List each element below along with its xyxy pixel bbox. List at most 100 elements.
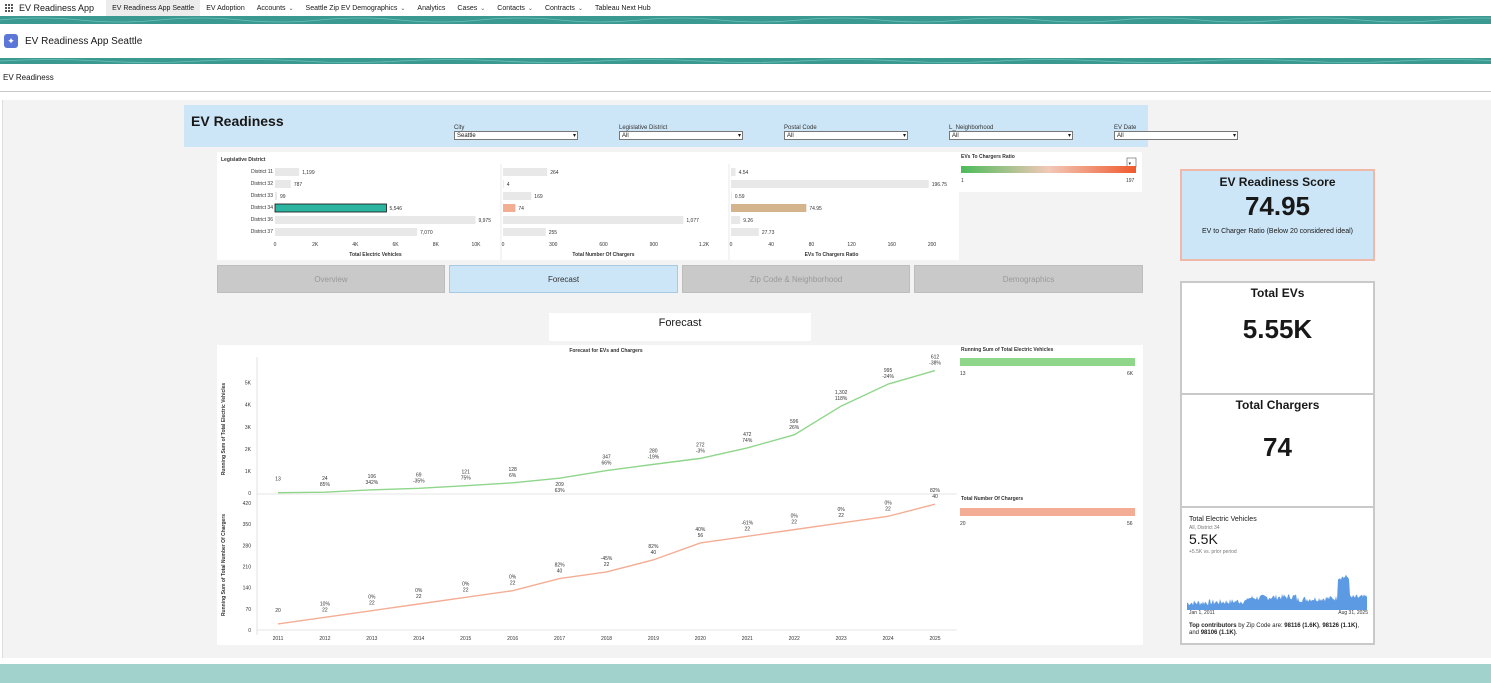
point-label: 22 bbox=[838, 513, 844, 519]
district-bar[interactable] bbox=[731, 216, 741, 224]
tab-overview[interactable]: Overview bbox=[217, 265, 445, 293]
x-tick-label: 2022 bbox=[789, 636, 800, 642]
point-label: 22 bbox=[791, 520, 797, 526]
chevron-down-icon[interactable]: ⌄ bbox=[527, 5, 533, 12]
spark-subtitle: All, District 34 bbox=[1189, 525, 1220, 531]
district-bar[interactable] bbox=[503, 228, 546, 236]
point-label: 0% bbox=[791, 514, 799, 520]
filter-label: L_Neighborhood bbox=[949, 125, 994, 131]
district-bar[interactable] bbox=[503, 216, 684, 224]
filter-value: All bbox=[952, 133, 959, 139]
tab-label: Zip Code & Neighborhood bbox=[749, 274, 843, 284]
nav-item-accounts[interactable]: Accounts ⌄ bbox=[251, 0, 300, 16]
chevron-down-icon[interactable]: ⌄ bbox=[480, 5, 486, 12]
bar-value-label: 27.73 bbox=[762, 230, 775, 236]
axis-tick-label: 120 bbox=[847, 242, 856, 248]
district-bar[interactable] bbox=[274, 203, 387, 213]
ev-forecast-line[interactable] bbox=[277, 369, 936, 494]
point-label: 63% bbox=[555, 488, 566, 494]
nav-item-analytics[interactable]: Analytics bbox=[411, 0, 451, 16]
district-bar[interactable] bbox=[731, 228, 759, 236]
point-label: 596 bbox=[790, 419, 799, 425]
filter-city-select[interactable]: Seattle ▾ bbox=[454, 131, 578, 140]
tab-ev-readiness[interactable]: EV Readiness bbox=[3, 73, 54, 82]
point-label: 22 bbox=[745, 526, 751, 532]
nav-item-cases[interactable]: Cases ⌄ bbox=[451, 0, 491, 16]
district-bar[interactable] bbox=[275, 192, 277, 200]
district-bar[interactable] bbox=[503, 192, 532, 200]
filter-label: City bbox=[454, 125, 465, 131]
filter-ev-date: EV Date All ▾ bbox=[1114, 125, 1239, 140]
district-bar[interactable] bbox=[275, 180, 291, 188]
district-bar[interactable] bbox=[503, 180, 504, 188]
point-label: 6% bbox=[509, 473, 517, 479]
district-bar[interactable] bbox=[503, 204, 516, 212]
district-bar[interactable] bbox=[275, 228, 418, 236]
forecast-section-title: Forecast bbox=[549, 313, 811, 341]
chevron-down-icon[interactable]: ⌄ bbox=[288, 5, 294, 12]
kpi-total-chargers: Total Chargers 74 bbox=[1180, 393, 1375, 513]
chargers-forecast-line[interactable] bbox=[277, 503, 936, 625]
chevron-down-icon: ▾ bbox=[1232, 133, 1236, 139]
district-bar[interactable] bbox=[503, 168, 548, 176]
filter-value: All bbox=[622, 133, 629, 139]
filter-value: All bbox=[1117, 133, 1124, 139]
nav-item-contacts[interactable]: Contacts ⌄ bbox=[491, 0, 539, 16]
nav-item-tableau-next-hub[interactable]: Tableau Next Hub bbox=[589, 0, 657, 16]
x-tick-label: 2015 bbox=[460, 636, 471, 642]
nav-item-label: Contracts bbox=[544, 4, 575, 12]
tab-demographics[interactable]: Demographics bbox=[914, 265, 1143, 293]
filter-label: EV Date bbox=[1114, 125, 1137, 131]
point-label: 612 bbox=[931, 355, 940, 361]
bar-value-label: 4.54 bbox=[739, 170, 749, 176]
filter-city: City Seattle ▾ bbox=[454, 125, 579, 140]
filter-date-select[interactable]: All ▾ bbox=[1114, 131, 1238, 140]
nav-item-ev-adoption[interactable]: EV Adoption bbox=[200, 0, 251, 16]
x-tick-label: 2021 bbox=[742, 636, 753, 642]
point-label: 56 bbox=[698, 533, 704, 539]
district-bar[interactable] bbox=[731, 204, 807, 212]
point-label: 128 bbox=[508, 467, 517, 473]
district-bar[interactable] bbox=[275, 216, 476, 224]
nav-item-label: Contacts bbox=[497, 4, 525, 12]
point-label: 82% bbox=[648, 544, 659, 550]
point-label: -19% bbox=[648, 454, 660, 460]
district-bar[interactable] bbox=[731, 180, 929, 188]
nav-item-contracts[interactable]: Contracts ⌄ bbox=[539, 0, 589, 16]
filter-postal-select[interactable]: All ▾ bbox=[784, 131, 908, 140]
nav-item-ev-readiness-app-seattle[interactable]: EV Readiness App Seattle bbox=[106, 0, 201, 16]
contrib-2: 98126 (1.1K) bbox=[1322, 623, 1358, 629]
point-label: 118% bbox=[835, 396, 848, 402]
chevron-down-icon[interactable]: ⌄ bbox=[400, 5, 406, 12]
district-bar[interactable] bbox=[731, 192, 732, 200]
y-tick-label: 1K bbox=[245, 469, 252, 475]
district-bar[interactable] bbox=[731, 168, 736, 176]
axis-tick-label: 900 bbox=[650, 242, 659, 248]
district-bar-charts: Legislative District District 11 District … bbox=[221, 157, 947, 260]
tab-forecast[interactable]: Forecast bbox=[449, 265, 678, 293]
spark-date-start: Jan 1, 2011 bbox=[1189, 610, 1215, 616]
district-label: District 37 bbox=[251, 229, 273, 235]
kpi-title: Total EVs bbox=[1250, 286, 1305, 300]
district-bar[interactable] bbox=[275, 168, 300, 176]
kpi-title: EV Readiness Score bbox=[1219, 175, 1336, 189]
kpi-value: 74 bbox=[1263, 432, 1292, 462]
nav-item-seattle-zip-ev-demographics[interactable]: Seattle Zip EV Demographics ⌄ bbox=[300, 0, 412, 16]
x-tick-label: 2011 bbox=[273, 636, 284, 642]
ev-spark-card: Total Electric Vehicles All, District 34… bbox=[1180, 506, 1375, 645]
filter-neighborhood-select[interactable]: All ▾ bbox=[949, 131, 1073, 140]
nav-item-label: Analytics bbox=[417, 4, 446, 12]
kpi-title: Total Chargers bbox=[1235, 398, 1320, 412]
point-label: 22 bbox=[510, 581, 516, 587]
app-name: EV Readiness App bbox=[19, 3, 95, 13]
tab-zip-neighborhood[interactable]: Zip Code & Neighborhood bbox=[682, 265, 910, 293]
forecast-chart: Forecast for EVs and Chargers 0 1K 2K 3K 4K 5K… bbox=[221, 347, 1135, 642]
app-launcher-icon[interactable] bbox=[5, 4, 13, 12]
point-label: 0% bbox=[415, 588, 423, 594]
filter-district-select[interactable]: All ▾ bbox=[619, 131, 743, 140]
footer-band bbox=[0, 664, 1491, 683]
chevron-down-icon[interactable]: ⌄ bbox=[577, 5, 583, 12]
ratio-gradient-bar bbox=[961, 166, 1136, 173]
axis-tick-label: 0 bbox=[730, 242, 733, 248]
axis-tick-label: 2K bbox=[312, 242, 319, 248]
